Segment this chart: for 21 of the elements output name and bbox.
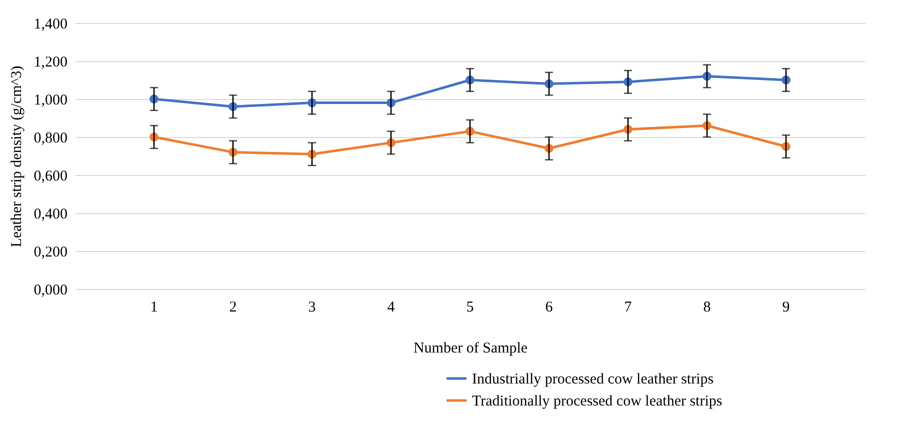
y-axis-title: Leather strip density (g/cm^3) [8, 66, 25, 248]
y-tick-label: 0,600 [34, 168, 68, 184]
x-tick-label: 6 [545, 300, 554, 316]
x-tick-label: 3 [308, 300, 316, 316]
x-tick-label: 8 [703, 300, 711, 316]
x-axis-title: Number of Sample [413, 340, 528, 356]
y-tick-label: 0,800 [34, 130, 68, 146]
y-tick-label: 1,000 [34, 92, 68, 108]
y-tick-label: 0,400 [34, 206, 68, 222]
legend-label: Traditionally processed cow leather strips [472, 394, 722, 410]
x-tick-label: 9 [782, 300, 790, 316]
y-tick-label: 1,400 [34, 16, 68, 32]
x-tick-label: 1 [150, 300, 158, 316]
x-tick-label: 4 [387, 300, 396, 316]
y-tick-label: 0,000 [34, 282, 68, 298]
x-tick-label: 5 [466, 300, 474, 316]
x-tick-label: 2 [229, 300, 237, 316]
legend-label: Industrially processed cow leather strips [472, 372, 714, 388]
x-tick-label: 7 [624, 300, 632, 316]
y-tick-label: 1,200 [34, 54, 68, 70]
y-tick-label: 0,200 [34, 244, 68, 260]
